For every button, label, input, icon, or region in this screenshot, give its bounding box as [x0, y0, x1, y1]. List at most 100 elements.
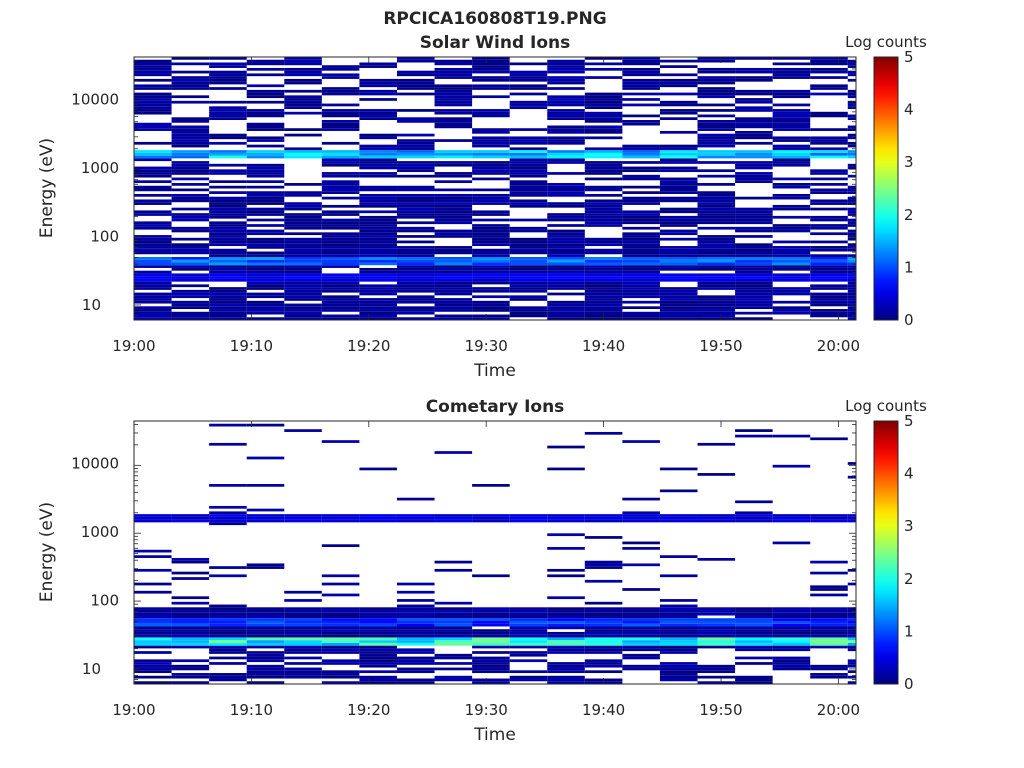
heatmap-cell	[584, 67, 623, 71]
heatmap-cell	[246, 645, 285, 649]
heatmap-cell	[547, 136, 585, 140]
heatmap-cell	[622, 152, 660, 156]
heatmap-cell	[810, 224, 848, 227]
heatmap-cell	[472, 248, 510, 252]
heatmap-cell	[396, 681, 435, 684]
heatmap-cell	[359, 678, 397, 682]
heatmap-cell	[509, 188, 548, 192]
heatmap-cell	[772, 177, 811, 181]
heatmap-cell	[134, 514, 172, 517]
heatmap-cell	[209, 309, 247, 312]
heatmap-cell	[847, 642, 856, 646]
heatmap-cell	[472, 111, 510, 115]
heatmap-cell	[622, 59, 660, 63]
heatmap-cell	[810, 626, 848, 630]
colorbar-tick: 3	[904, 153, 914, 171]
heatmap-cell	[472, 70, 510, 74]
heatmap-cell	[735, 215, 773, 219]
heatmap-cell	[134, 295, 172, 299]
heatmap-cell	[847, 311, 856, 315]
heatmap-cell	[547, 620, 585, 624]
heatmap-cell	[697, 295, 736, 299]
heatmap-cell	[659, 273, 698, 277]
heatmap-cell	[359, 278, 397, 282]
heatmap-cell	[547, 152, 585, 156]
panel-title: Cometary Ions	[426, 397, 565, 417]
heatmap-cell	[284, 215, 322, 219]
heatmap-cell	[584, 150, 623, 153]
heatmap-cell	[847, 259, 856, 263]
heatmap-cell	[584, 172, 623, 175]
heatmap-cell	[735, 229, 773, 233]
heatmap-cell	[246, 213, 285, 216]
heatmap-cell	[321, 237, 360, 241]
heatmap-cell	[697, 276, 736, 279]
heatmap-cell	[209, 240, 247, 244]
heatmap-cell	[321, 289, 360, 293]
heatmap-cell	[209, 514, 247, 517]
heatmap-cell	[659, 276, 698, 279]
heatmap-cell	[697, 626, 736, 630]
heatmap-cell	[810, 664, 848, 668]
heatmap-cell	[472, 615, 510, 619]
heatmap-cell	[772, 612, 811, 616]
heatmap-cell	[509, 172, 548, 175]
heatmap-cell	[697, 623, 736, 627]
heatmap-cell	[134, 224, 172, 227]
heatmap-cell	[321, 204, 360, 208]
heatmap-cell	[171, 267, 210, 271]
heatmap-cell	[847, 78, 856, 82]
heatmap-cell	[772, 642, 811, 646]
heatmap-cell	[321, 574, 360, 578]
heatmap-cell	[434, 174, 473, 178]
heatmap-cell	[434, 152, 473, 156]
heatmap-cell	[735, 429, 773, 432]
heatmap-cell	[697, 262, 736, 266]
heatmap-cell	[134, 631, 172, 635]
heatmap-cell	[847, 237, 856, 241]
heatmap-cell	[209, 620, 247, 624]
heatmap-cell	[284, 265, 322, 268]
heatmap-cell	[396, 590, 435, 594]
heatmap-cell	[246, 265, 285, 268]
heatmap-cell	[209, 224, 247, 227]
heatmap-cell	[622, 199, 660, 203]
heatmap-cell	[659, 65, 698, 68]
heatmap-cell	[810, 191, 848, 194]
heatmap-cell	[547, 574, 585, 578]
heatmap-cell	[509, 618, 548, 621]
heatmap-cell	[847, 232, 856, 236]
heatmap-cell	[472, 67, 510, 71]
heatmap-cell	[810, 76, 848, 79]
heatmap-cell	[697, 114, 736, 118]
heatmap-cell	[171, 117, 210, 121]
heatmap-cell	[697, 95, 736, 99]
heatmap-cell	[547, 678, 585, 682]
heatmap-cell	[171, 596, 210, 600]
heatmap-cell	[284, 95, 322, 99]
heatmap-cell	[810, 612, 848, 616]
heatmap-cell	[472, 144, 510, 148]
heatmap-cell	[209, 637, 247, 641]
heatmap-cell	[659, 317, 698, 320]
heatmap-cell	[735, 434, 773, 438]
heatmap-cell	[321, 544, 360, 548]
heatmap-cell	[697, 612, 736, 616]
heatmap-cell	[847, 235, 856, 238]
heatmap-cell	[584, 610, 623, 613]
heatmap-cell	[697, 664, 736, 668]
heatmap-cell	[321, 188, 360, 192]
heatmap-cell	[772, 152, 811, 156]
heatmap-cell	[622, 237, 660, 241]
heatmap-cell	[472, 300, 510, 304]
heatmap-cell	[472, 618, 510, 621]
colorbar-tick: 0	[904, 675, 914, 693]
x-tick-label: 19:20	[347, 701, 390, 719]
heatmap-cell	[134, 180, 172, 184]
heatmap-cell	[171, 645, 210, 649]
heatmap-cell	[735, 136, 773, 140]
heatmap-cell	[284, 631, 322, 635]
heatmap-cell	[622, 248, 660, 252]
heatmap-cell	[396, 276, 435, 279]
heatmap-cell	[697, 210, 736, 214]
